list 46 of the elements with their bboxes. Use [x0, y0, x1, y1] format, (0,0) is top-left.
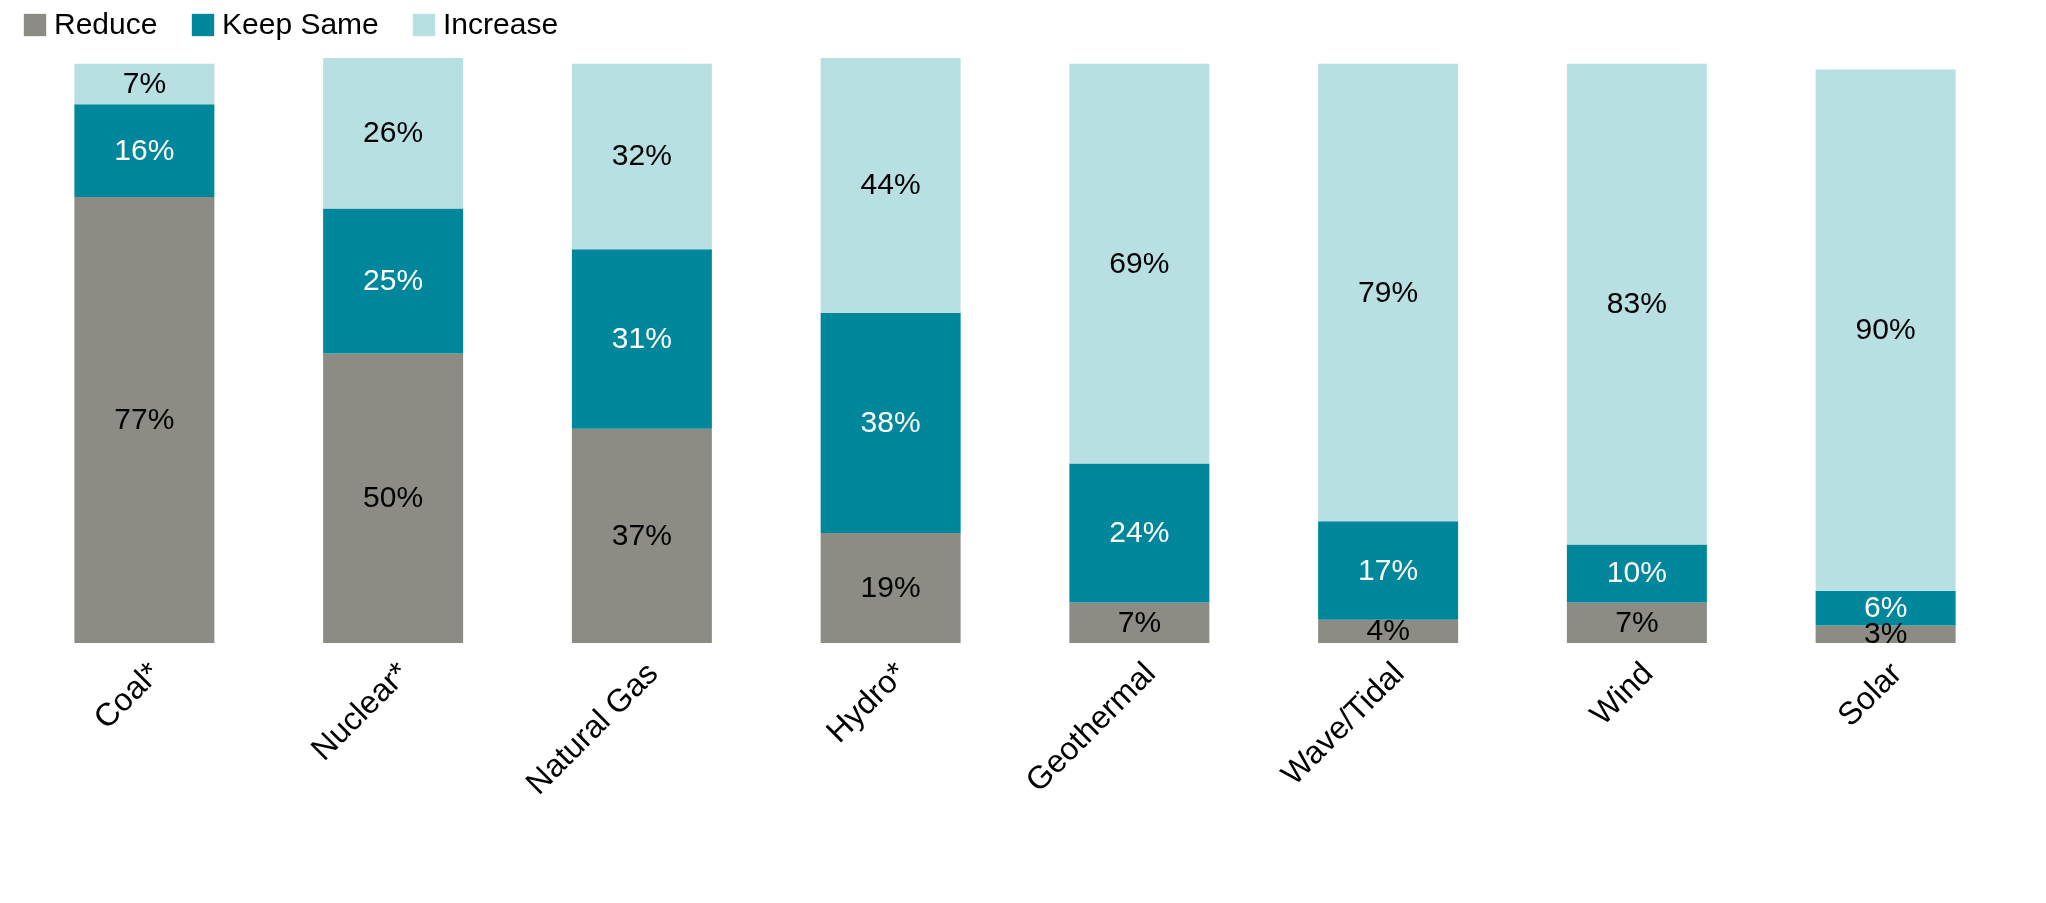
bar — [820, 312, 961, 533]
bar — [323, 353, 464, 643]
bar — [820, 532, 961, 643]
bar — [323, 208, 464, 354]
bar — [571, 428, 712, 643]
bar — [1318, 63, 1459, 522]
data-label: 7% — [1117, 604, 1162, 638]
data-label: 77% — [114, 402, 175, 435]
bar — [1815, 69, 1956, 591]
data-label: 79% — [1358, 274, 1419, 308]
bar — [820, 58, 961, 313]
data-label: 50% — [363, 480, 424, 514]
data-label: 17% — [1358, 552, 1419, 586]
data-label: 37% — [611, 517, 672, 551]
legend-label: Increase — [443, 7, 559, 40]
data-label: 7% — [1615, 604, 1659, 638]
data-label: 16% — [114, 132, 175, 166]
bar — [74, 104, 215, 198]
bar — [1069, 463, 1210, 603]
data-label: 69% — [1109, 245, 1170, 279]
data-label: 24% — [1109, 514, 1170, 548]
data-label: 90% — [1855, 312, 1916, 346]
bar — [1566, 602, 1707, 643]
data-label: 19% — [860, 569, 921, 603]
bar — [571, 249, 712, 429]
data-label: 32% — [611, 138, 672, 172]
legend-label: Keep Same — [222, 7, 379, 40]
data-label: 83% — [1606, 286, 1667, 320]
data-label: 31% — [611, 320, 672, 354]
bar — [74, 197, 215, 643]
data-label: 25% — [363, 263, 424, 296]
legend-label: Reduce — [54, 7, 158, 40]
data-label: 10% — [1606, 555, 1667, 589]
data-label: 38% — [860, 404, 921, 438]
bar — [571, 63, 712, 250]
data-label: 4% — [1366, 613, 1410, 647]
data-label: 44% — [860, 167, 921, 201]
bar — [1566, 544, 1707, 603]
data-label: 26% — [363, 115, 424, 149]
bar — [1069, 602, 1210, 643]
bar — [323, 58, 464, 209]
bar — [74, 63, 215, 105]
bar — [1318, 521, 1459, 620]
bar — [1566, 63, 1707, 545]
bar — [1069, 63, 1210, 464]
data-label: 7% — [122, 66, 167, 100]
